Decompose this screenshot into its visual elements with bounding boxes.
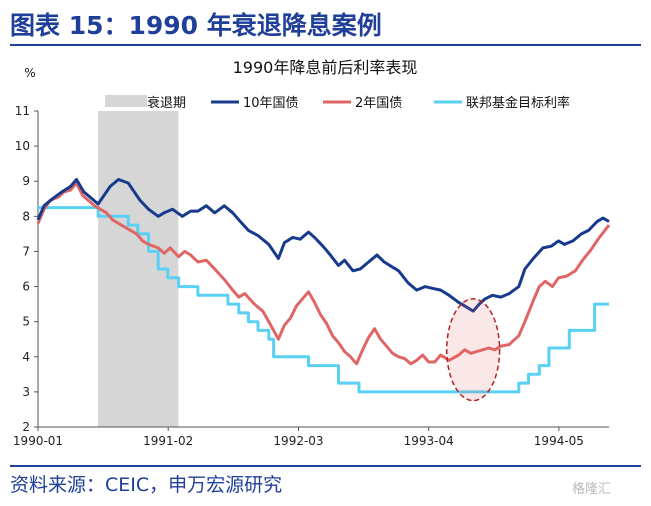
legend-label: 10年国债 bbox=[243, 96, 299, 111]
legend-swatch-recession bbox=[105, 95, 147, 107]
series-line-ten_year bbox=[36, 178, 610, 313]
x-tick-label: 1994-05 bbox=[534, 434, 584, 448]
x-tick-label: 1992-03 bbox=[273, 434, 323, 448]
highlight-ellipse bbox=[445, 298, 501, 402]
rate-chart: 1990年降息前后利率表现 % 衰退期 10年国债 2年国债 联邦基金目标利率 2 3 4… bbox=[13, 58, 611, 448]
y-tick-label: 2 bbox=[22, 420, 30, 434]
watermark: 格隆汇 bbox=[572, 482, 612, 497]
y-tick-label: 7 bbox=[22, 244, 30, 258]
y-unit-label: % bbox=[24, 66, 35, 80]
series-line-two_year bbox=[36, 181, 611, 366]
y-tick-label: 6 bbox=[22, 280, 30, 294]
y-tick-label: 9 bbox=[22, 174, 30, 188]
figure-title: 图表 15：1990 年衰退降息案例 bbox=[10, 11, 382, 40]
x-tick-label: 1990-01 bbox=[13, 434, 63, 448]
x-tick-label: 1993-04 bbox=[404, 434, 454, 448]
y-tick-label: 11 bbox=[15, 104, 30, 118]
axes: 2 3 4 5 6 7 8 9 10 11 1990-01 1991-02 1992-03 1993-04… bbox=[13, 104, 609, 448]
legend-label: 2年国债 bbox=[355, 96, 402, 111]
legend-label: 联邦基金目标利率 bbox=[466, 95, 570, 111]
source-rule bbox=[10, 465, 641, 467]
source-note: 资料来源：CEIC，申万宏源研究 bbox=[10, 474, 283, 496]
y-tick-label: 5 bbox=[22, 315, 30, 329]
highlight-layer bbox=[445, 298, 501, 402]
y-tick-label: 10 bbox=[15, 139, 30, 153]
y-tick-label: 8 bbox=[22, 209, 30, 223]
series-line-fed_funds bbox=[38, 206, 609, 394]
y-tick-label: 4 bbox=[22, 350, 30, 364]
y-tick-label: 3 bbox=[22, 385, 30, 399]
legend: 衰退期 10年国债 2年国债 联邦基金目标利率 bbox=[105, 95, 570, 111]
chart-title: 1990年降息前后利率表现 bbox=[233, 58, 418, 77]
title-rule bbox=[10, 44, 641, 46]
series-layer bbox=[36, 178, 611, 394]
legend-label: 衰退期 bbox=[147, 95, 186, 111]
x-tick-label: 1991-02 bbox=[143, 434, 193, 448]
